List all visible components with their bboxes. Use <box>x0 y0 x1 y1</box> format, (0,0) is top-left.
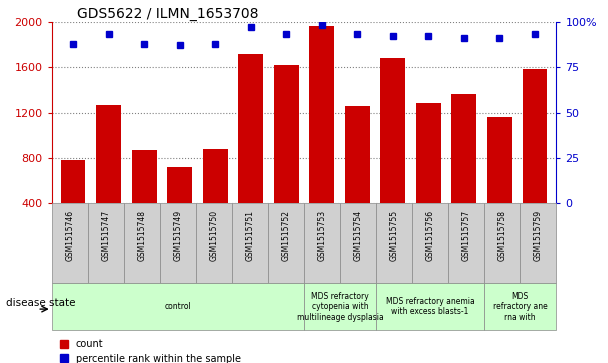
Bar <box>232 203 268 283</box>
Text: MDS
refractory ane
rna with: MDS refractory ane rna with <box>493 292 548 322</box>
Text: GDS5622 / ILMN_1653708: GDS5622 / ILMN_1653708 <box>77 7 258 21</box>
Bar <box>202 149 227 249</box>
Bar <box>381 58 406 249</box>
Bar <box>340 203 376 283</box>
Text: GSM1515758: GSM1515758 <box>498 210 506 261</box>
Bar <box>196 203 232 283</box>
Bar <box>448 203 484 283</box>
Bar <box>452 94 476 249</box>
Text: GSM1515753: GSM1515753 <box>317 210 326 261</box>
Text: control: control <box>165 302 191 311</box>
Bar <box>52 203 88 283</box>
Bar <box>88 203 124 283</box>
Bar <box>167 167 192 249</box>
Text: MDS refractory
cytopenia with
multilineage dysplasia: MDS refractory cytopenia with multilinea… <box>297 292 384 322</box>
Bar <box>520 203 556 283</box>
Bar <box>160 203 196 283</box>
Bar <box>484 203 520 283</box>
Bar <box>274 65 299 249</box>
Text: GSM1515757: GSM1515757 <box>461 210 471 261</box>
Text: GSM1515759: GSM1515759 <box>534 210 543 261</box>
Bar <box>96 105 121 249</box>
Bar <box>345 106 370 249</box>
Text: MDS refractory anemia
with excess blasts-1: MDS refractory anemia with excess blasts… <box>386 297 474 317</box>
Bar <box>309 26 334 249</box>
Text: GSM1515750: GSM1515750 <box>209 210 218 261</box>
Bar <box>132 150 156 249</box>
Bar <box>522 69 547 249</box>
Bar <box>268 203 304 283</box>
Bar <box>484 283 556 330</box>
Bar <box>61 160 86 249</box>
Bar <box>304 203 340 283</box>
Bar <box>416 103 441 249</box>
Text: GSM1515748: GSM1515748 <box>137 210 147 261</box>
Bar <box>124 203 160 283</box>
Text: GSM1515756: GSM1515756 <box>426 210 435 261</box>
Bar <box>376 203 412 283</box>
Text: GSM1515751: GSM1515751 <box>246 210 254 261</box>
Text: GSM1515747: GSM1515747 <box>102 210 110 261</box>
Text: GSM1515755: GSM1515755 <box>390 210 399 261</box>
Legend: count, percentile rank within the sample: count, percentile rank within the sample <box>57 335 245 363</box>
Bar <box>487 117 512 249</box>
Bar <box>412 203 448 283</box>
Text: GSM1515752: GSM1515752 <box>282 210 291 261</box>
Bar <box>52 283 304 330</box>
Text: GSM1515754: GSM1515754 <box>354 210 362 261</box>
Bar <box>376 283 484 330</box>
Text: GSM1515746: GSM1515746 <box>65 210 74 261</box>
Bar <box>238 54 263 249</box>
Bar <box>304 283 376 330</box>
Text: disease state: disease state <box>6 298 75 308</box>
Text: GSM1515749: GSM1515749 <box>173 210 182 261</box>
